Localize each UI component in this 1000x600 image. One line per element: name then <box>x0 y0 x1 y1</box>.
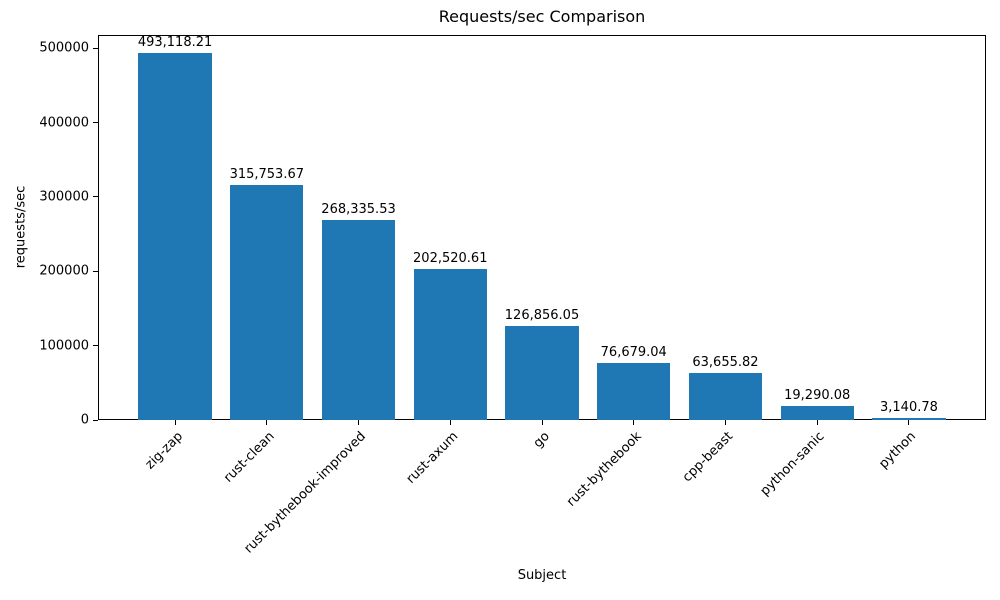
bar-rust-clean <box>230 185 304 420</box>
bar-value-label: 493,118.21 <box>137 35 213 51</box>
x-tick-mark <box>174 420 176 425</box>
bar-value-label: 63,655.82 <box>692 354 759 370</box>
chart-title: Requests/sec Comparison <box>438 7 646 26</box>
bar-python-sanic <box>780 405 854 420</box>
x-tick-label-rust-axum: rust-axum <box>403 429 461 487</box>
y-tick-mark <box>93 122 98 124</box>
y-tick-mark <box>93 419 98 421</box>
x-tick-label-python: python <box>876 429 920 472</box>
x-tick-mark <box>816 420 818 425</box>
bar-rust-axum <box>413 269 487 420</box>
y-tick-label: 100000 <box>39 338 89 354</box>
bar-value-label: 19,290.08 <box>784 387 851 403</box>
x-tick-mark <box>908 420 910 425</box>
y-tick-label: 400000 <box>39 115 89 131</box>
x-tick-mark <box>449 420 451 425</box>
x-tick-mark <box>633 420 635 425</box>
bar-value-label: 126,856.05 <box>504 307 580 323</box>
bar-value-label: 268,335.53 <box>321 202 396 218</box>
x-tick-label-python-sanic: python-sanic <box>757 429 828 499</box>
bar-value-label: 76,679.04 <box>600 344 667 360</box>
bar-cpp-beast <box>688 372 763 420</box>
bar-value-label: 315,753.67 <box>229 167 304 183</box>
bar-rust-bythebook <box>597 362 671 420</box>
bar-value-label: 3,140.78 <box>879 399 938 415</box>
x-axis-label: Subject <box>517 568 567 583</box>
y-tick-mark <box>93 270 98 272</box>
x-tick-label-zig-zap: zig-zap <box>142 429 186 473</box>
y-tick-mark <box>93 196 98 198</box>
x-tick-label-rust-clean: rust-clean <box>220 429 278 486</box>
y-axis-label: requests/sec <box>13 185 29 269</box>
y-tick-label: 300000 <box>39 189 89 205</box>
bar-rust-bythebook-improved <box>321 220 396 420</box>
y-tick-label: 200000 <box>39 263 89 279</box>
bar-zig-zap <box>138 53 212 420</box>
x-tick-mark <box>724 420 726 425</box>
y-tick-mark <box>93 345 98 347</box>
bar-python <box>872 417 946 420</box>
x-tick-mark <box>266 420 268 425</box>
y-tick-mark <box>93 47 98 49</box>
y-tick-label: 500000 <box>39 40 89 56</box>
bar-go <box>505 325 579 420</box>
x-tick-label-rust-bythebook: rust-bythebook <box>563 429 645 510</box>
x-tick-label-go: go <box>530 429 553 452</box>
x-tick-mark <box>541 420 543 425</box>
y-tick-label: 0 <box>80 412 89 428</box>
x-tick-mark <box>358 420 360 425</box>
bar-value-label: 202,520.61 <box>413 251 488 267</box>
x-tick-label-cpp-beast: cpp-beast <box>679 429 737 486</box>
